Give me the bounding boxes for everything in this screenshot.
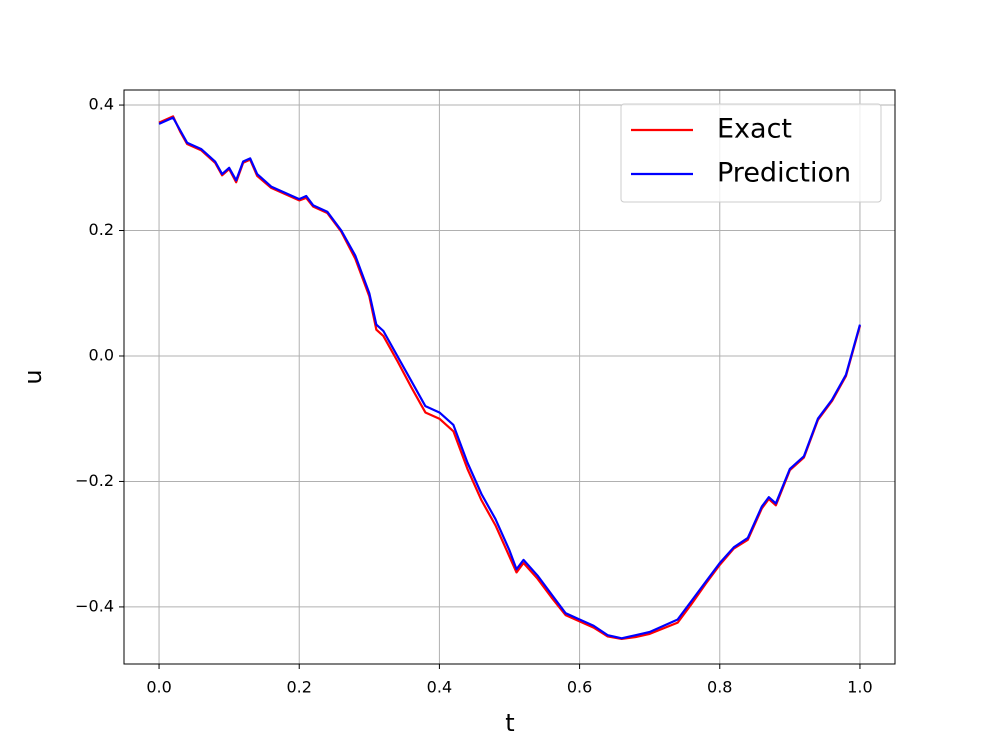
x-axis-label: t xyxy=(505,709,514,737)
x-tick-label: 0.2 xyxy=(287,678,312,697)
x-tick-label: 1.0 xyxy=(847,678,872,697)
y-tick-label: −0.4 xyxy=(75,596,114,615)
series-line xyxy=(158,116,862,640)
legend-box xyxy=(620,103,882,203)
plot-frame xyxy=(123,89,896,665)
y-tick-label: 0.2 xyxy=(89,220,114,239)
x-tick-label: 0.0 xyxy=(146,678,171,697)
y-tick-label: 0.4 xyxy=(89,95,114,114)
legend-label: Exact xyxy=(717,114,792,145)
y-tick-label: −0.2 xyxy=(75,471,114,490)
x-tick-label: 0.6 xyxy=(567,678,592,697)
series-line xyxy=(158,115,862,641)
x-tick-label: 0.4 xyxy=(427,678,452,697)
y-axis-label: u xyxy=(19,369,47,384)
legend-label: Prediction xyxy=(717,158,851,189)
x-tick-label: 0.8 xyxy=(707,678,732,697)
y-tick-label: 0.0 xyxy=(89,345,114,364)
